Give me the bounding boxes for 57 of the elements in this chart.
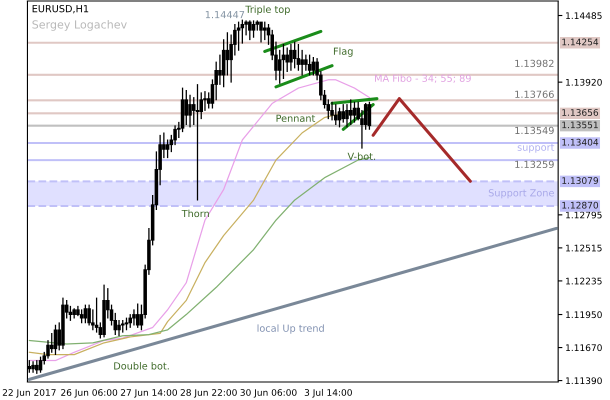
y-tick-label: 1.11950 (566, 311, 602, 318)
annotation: 1.13259 (515, 160, 554, 168)
candlestick (124, 318, 128, 330)
candlestick (368, 102, 372, 130)
annotation: Flag (334, 47, 353, 57)
annotation: Triple top (245, 5, 290, 15)
candlestick (259, 22, 263, 42)
y-tick-label: 1.11390 (566, 377, 602, 384)
y-tick-label: 1.13920 (566, 78, 602, 86)
annotation: 1.13766 (515, 90, 554, 98)
candlestick (338, 108, 342, 128)
candlestick (334, 104, 338, 126)
annotation: 1.14447 (206, 11, 244, 18)
x-tick-label: 27 Jun 14:00 (120, 389, 177, 398)
candlestick (72, 308, 76, 318)
candlestick (289, 44, 293, 71)
ref-line-label: 1.13551 (562, 121, 598, 128)
chart-title: EURUSD,H1 (32, 4, 88, 14)
candlestick (292, 42, 296, 68)
candlestick (252, 20, 256, 38)
y-tick-label: 1.12515 (566, 244, 602, 252)
annotation: MA Fibo - 34; 55; 89 (375, 74, 471, 83)
annotation: support (518, 144, 554, 153)
candlestick (84, 304, 88, 324)
band-label: Support Zone (488, 189, 554, 198)
annotation: Thorn (182, 210, 209, 218)
ref-line-label: 1.13656 (562, 109, 598, 116)
x-tick-label: 30 Jun 06:00 (240, 389, 297, 398)
candlestick (102, 284, 106, 338)
candlestick (348, 99, 352, 126)
x-tick-label: 26 Jun 06:00 (61, 389, 118, 398)
annotation: 1.13982 (515, 60, 554, 68)
candlestick (54, 324, 58, 356)
ref-line-label: 1.14254 (562, 38, 598, 46)
candlestick (352, 102, 356, 123)
annotation: Double bot. (114, 362, 169, 370)
ref-line-label: 1.12870 (562, 202, 598, 209)
y-tick-label: 1.12235 (566, 278, 602, 284)
annotation: V-bot. (348, 152, 376, 160)
text: Sergey Logachev (32, 20, 127, 31)
x-tick-label: 22 Jun 2017 (2, 389, 56, 398)
candlestick (61, 298, 65, 350)
candlestick (136, 303, 140, 328)
x-tick-label: 3 Jul 14:00 (304, 388, 352, 398)
candlestick (248, 20, 252, 40)
candlestick (120, 320, 125, 333)
ref-line-label: 1.13404 (562, 138, 598, 146)
candlestick (308, 54, 312, 76)
y-tick-label: 1.11670 (566, 344, 602, 352)
y-tick-label: 1.12795 (566, 212, 602, 218)
candlestick (35, 360, 39, 374)
x-tick-label: 28 Jun 22:00 (180, 389, 237, 398)
annotation: 1.13549 (515, 126, 554, 134)
annotation: local Up trend (258, 324, 324, 334)
y-tick-label: 1.14485 (566, 12, 602, 20)
annotation: Pennant (276, 114, 316, 122)
ref-line-label: 1.13079 (562, 177, 598, 184)
